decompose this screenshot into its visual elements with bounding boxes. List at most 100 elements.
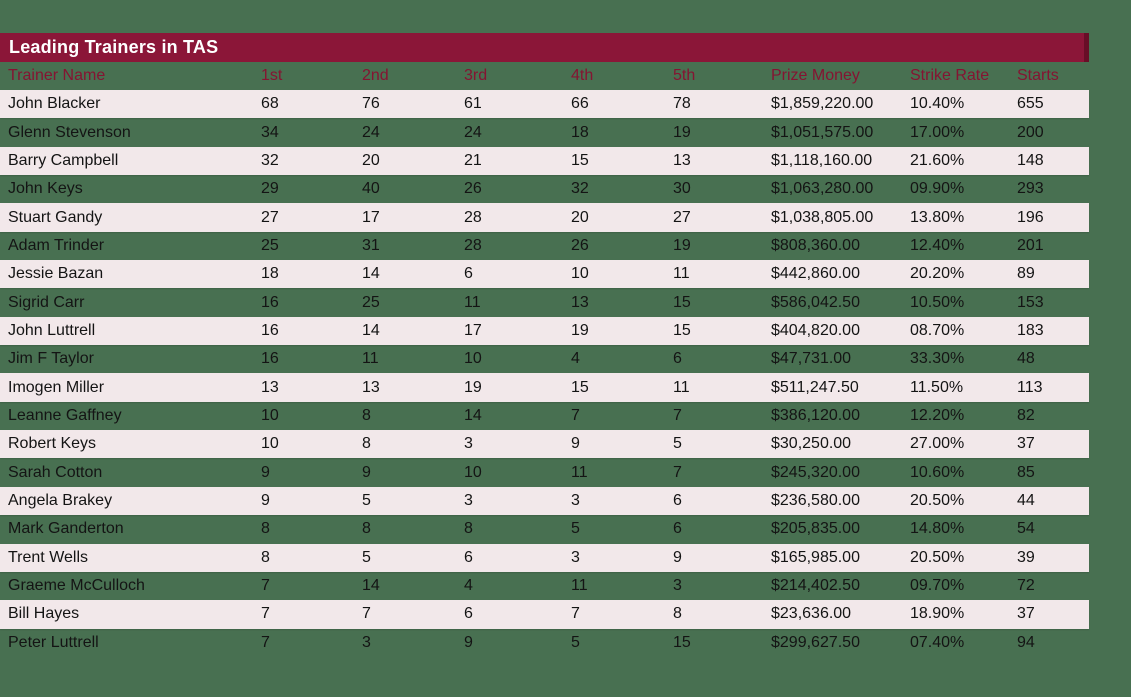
cell-1st: 18 [261,265,279,283]
cell-prize-money: $586,042.50 [771,293,860,311]
cell-prize-money: $214,402.50 [771,577,860,595]
leading-trainers-table: Leading Trainers in TAS Trainer Name 1st… [0,33,1089,657]
table-body: John Blacker 68 76 61 66 78 $1,859,220.00 10.40… [0,90,1089,657]
cell-3rd: 28 [464,236,482,254]
column-header-trainer-name: Trainer Name [8,67,106,84]
table-row: Peter Luttrell 7 3 9 5 15 $299,627.50 07.40% 94 [0,629,1089,657]
cell-trainer-name: Mark Ganderton [8,520,124,538]
cell-2nd: 24 [362,123,380,141]
cell-2nd: 76 [362,95,380,113]
cell-strike-rate: 10.40% [910,95,965,113]
cell-5th: 78 [673,95,691,113]
cell-5th: 3 [673,577,682,595]
cell-strike-rate: 10.60% [910,463,965,481]
table-row: Jessie Bazan 18 14 6 10 11 $442,860.00 20.20% 89 [0,260,1089,289]
cell-4th: 66 [571,95,589,113]
cell-4th: 26 [571,236,589,254]
cell-2nd: 8 [362,406,371,424]
cell-2nd: 17 [362,208,380,226]
cell-2nd: 40 [362,180,380,198]
cell-4th: 4 [571,350,580,368]
cell-starts: 44 [1017,491,1035,509]
cell-2nd: 8 [362,520,371,538]
table-row: Leanne Gaffney 10 8 14 7 7 $386,120.00 12.20% 82 [0,402,1089,430]
cell-prize-money: $236,580.00 [771,491,860,509]
cell-trainer-name: Stuart Gandy [8,208,103,226]
cell-5th: 7 [673,406,682,424]
cell-1st: 32 [261,151,279,169]
column-header-2nd: 2nd [362,67,389,84]
cell-starts: 94 [1017,633,1035,651]
cell-5th: 6 [673,350,682,368]
cell-starts: 54 [1017,520,1035,538]
cell-5th: 19 [673,123,691,141]
cell-3rd: 10 [464,350,482,368]
table-row: Bill Hayes 7 7 6 7 8 $23,636.00 18.90% 37 [0,600,1089,629]
cell-1st: 9 [261,491,270,509]
cell-3rd: 3 [464,435,473,453]
cell-3rd: 14 [464,406,482,424]
cell-1st: 10 [261,435,279,453]
cell-1st: 8 [261,548,270,566]
cell-1st: 7 [261,605,270,623]
cell-strike-rate: 11.50% [910,378,964,396]
cell-4th: 20 [571,208,589,226]
table-row: Adam Trinder 25 31 28 26 19 $808,360.00 12.40% 2… [0,232,1089,260]
cell-4th: 3 [571,491,580,509]
cell-trainer-name: Jim F Taylor [8,350,94,368]
cell-2nd: 31 [362,236,380,254]
cell-trainer-name: Graeme McCulloch [8,577,145,595]
cell-prize-money: $30,250.00 [771,435,852,453]
cell-trainer-name: Leanne Gaffney [8,406,122,424]
table-row: Graeme McCulloch 7 14 4 11 3 $214,402.50 09.70%… [0,572,1089,600]
table-row: Sarah Cotton 9 9 10 11 7 $245,320.00 10.60% 85 [0,458,1089,486]
cell-strike-rate: 18.90% [910,605,965,623]
cell-2nd: 3 [362,633,371,651]
cell-4th: 15 [571,151,589,169]
table-title-bar: Leading Trainers in TAS [0,33,1089,62]
cell-trainer-name: John Blacker [8,95,101,113]
cell-strike-rate: 10.50% [910,293,965,311]
cell-trainer-name: John Keys [8,180,83,198]
cell-5th: 19 [673,236,691,254]
cell-trainer-name: Angela Brakey [8,491,113,509]
cell-4th: 10 [571,265,589,283]
table-row: John Blacker 68 76 61 66 78 $1,859,220.00 10.40… [0,90,1089,119]
cell-strike-rate: 09.70% [910,577,965,595]
cell-1st: 25 [261,236,279,254]
cell-strike-rate: 12.20% [910,406,965,424]
column-header-1st: 1st [261,67,283,84]
column-header-starts: Starts [1017,67,1059,84]
cell-strike-rate: 27.00% [910,435,965,453]
cell-5th: 7 [673,463,682,481]
cell-1st: 16 [261,321,279,339]
cell-starts: 48 [1017,350,1035,368]
cell-3rd: 8 [464,520,473,538]
cell-prize-money: $47,731.00 [771,350,852,368]
table-row: John Keys 29 40 26 32 30 $1,063,280.00 09.90% 29… [0,175,1089,203]
cell-4th: 5 [571,633,580,651]
table-row: Robert Keys 10 8 3 9 5 $30,250.00 27.00% 37 [0,430,1089,459]
cell-starts: 201 [1017,236,1044,254]
cell-prize-money: $808,360.00 [771,236,860,254]
cell-3rd: 4 [464,577,473,595]
cell-5th: 6 [673,520,682,538]
cell-1st: 10 [261,406,279,424]
table-title: Leading Trainers in TAS [9,37,219,57]
cell-strike-rate: 13.80% [910,208,965,226]
cell-strike-rate: 08.70% [910,321,965,339]
cell-strike-rate: 20.50% [910,491,965,509]
table-row: Barry Campbell 32 20 21 15 13 $1,118,160.00 21.… [0,146,1089,176]
table-row: John Luttrell 16 14 17 19 15 $404,820.00 08.70%… [0,316,1089,346]
table-row: Trent Wells 8 5 6 3 9 $165,985.00 20.50% 39 [0,543,1089,572]
cell-trainer-name: Adam Trinder [8,236,105,254]
column-header-prize-money: Prize Money [771,67,860,84]
cell-4th: 18 [571,123,589,141]
cell-trainer-name: John Luttrell [8,321,96,339]
cell-3rd: 10 [464,463,482,481]
cell-strike-rate: 07.40% [910,633,965,651]
cell-prize-money: $1,038,805.00 [771,208,874,226]
cell-starts: 200 [1017,123,1044,141]
cell-starts: 72 [1017,577,1035,595]
cell-starts: 39 [1017,548,1035,566]
